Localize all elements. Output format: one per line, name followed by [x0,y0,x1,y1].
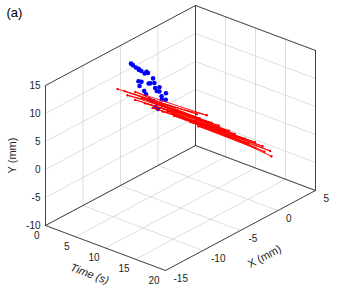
svg-text:10: 10 [29,108,41,119]
svg-text:5: 5 [64,241,70,252]
svg-text:15: 15 [118,263,130,274]
svg-text:-5: -5 [32,192,41,203]
svg-text:-10: -10 [26,220,41,231]
svg-text:(a): (a) [7,5,23,20]
svg-text:-15: -15 [174,273,189,284]
svg-text:15: 15 [29,80,41,91]
svg-text:5: 5 [324,193,330,204]
svg-text:5: 5 [35,136,41,147]
svg-text:0: 0 [35,164,41,175]
svg-text:0: 0 [34,230,40,241]
svg-text:Y (mm): Y (mm) [6,138,18,174]
svg-text:20: 20 [148,275,160,286]
svg-text:10: 10 [88,252,100,263]
svg-text:0: 0 [286,213,292,224]
svg-text:Time (s): Time (s) [69,261,111,286]
svg-text:-10: -10 [211,253,226,264]
svg-text:-5: -5 [249,233,258,244]
svg-text:X (mm): X (mm) [246,242,283,270]
